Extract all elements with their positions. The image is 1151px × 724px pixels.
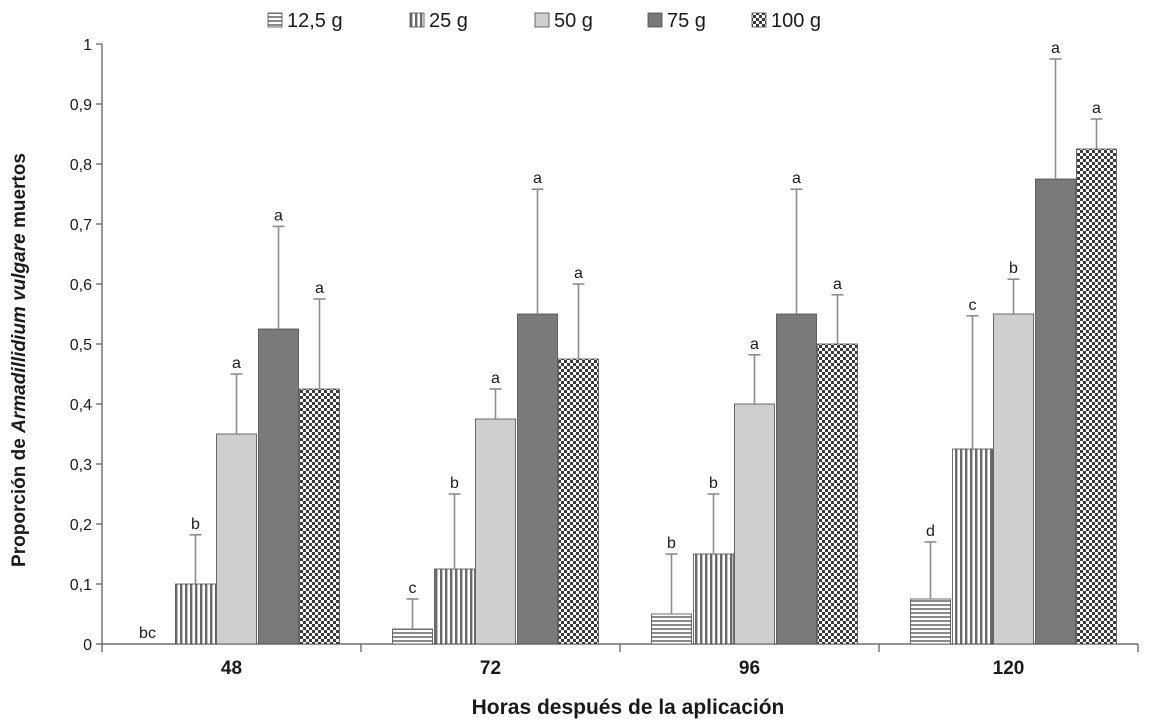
bars: bc b a a a c b a a a b b a a a d c b a a [139,40,1117,645]
bar [517,313,558,645]
bar [910,598,951,645]
y-tick-label: 0,9 [70,97,92,114]
bar [175,583,216,645]
bar [1035,178,1076,645]
y-tick-label: 0,2 [70,517,92,534]
bar [299,388,340,645]
y-tick-label: 0,7 [70,217,92,234]
bar [651,613,692,645]
bar [952,448,993,645]
y-axis-title-part: muertos [9,153,30,233]
legend: 12,5 g 25 g 50 g 75 g 100 g [267,10,821,32]
significance-letter: bc [139,625,156,642]
y-tick-label: 0,3 [70,457,92,474]
x-tick-label: 48 [221,658,242,679]
y-tick-label: 1 [83,37,92,54]
significance-letter: a [574,265,583,282]
legend-swatch [267,12,283,28]
bar [434,568,475,645]
y-axis: 0 0,1 0,2 0,3 0,4 0,5 0,6 0,7 0,8 0,9 1 [70,37,103,654]
y-tick-label: 0,8 [70,157,92,174]
significance-letter: b [709,475,718,492]
significance-letter: b [450,475,459,492]
significance-letter: a [792,170,801,187]
bar [776,313,817,645]
significance-letter: a [833,276,842,293]
y-tick-label: 0,4 [70,397,92,414]
significance-letter: c [969,297,977,314]
y-axis-title-part: Armadillidium vulgare [9,233,30,434]
legend-swatch [409,12,425,28]
legend-swatch [751,12,767,28]
legend-label: 100 g [771,10,821,32]
significance-letter: a [274,207,283,224]
y-tick-label: 0,1 [70,577,92,594]
bar [817,343,858,645]
y-tick-label: 0,6 [70,277,92,294]
significance-letter: a [315,280,324,297]
y-axis-title-part: Proporción de [9,433,30,567]
significance-letter: a [1092,100,1101,117]
legend-label: 12,5 g [287,10,343,32]
significance-letter: a [491,370,500,387]
significance-letter: a [1051,40,1060,57]
x-tick-label: 72 [480,658,501,679]
significance-letter: c [409,580,417,597]
bar [558,358,599,645]
bar [693,553,734,645]
y-tick-label: 0,5 [70,337,92,354]
bar [475,418,516,645]
significance-letter: a [750,336,759,353]
y-tick-label: 0 [83,637,92,654]
legend-label: 25 g [429,10,468,32]
x-axis: 48 72 96 120 [101,643,1139,679]
legend-swatch [647,12,663,28]
significance-letter: b [1009,260,1018,277]
significance-letter: a [533,170,542,187]
x-axis-title: Horas después de la aplicación [472,696,785,719]
legend-swatch [534,12,550,28]
bar [993,313,1034,645]
x-tick-label: 96 [739,658,760,679]
bar [734,403,775,645]
bar [392,628,433,645]
bar [258,328,299,645]
significance-letter: a [232,355,241,372]
bar [216,433,257,645]
y-axis-title: Proporción de Armadillidium vulgare muer… [9,153,30,567]
legend-label: 75 g [667,10,706,32]
significance-letter: b [667,535,676,552]
significance-letter: d [926,523,935,540]
bar [1076,148,1117,645]
significance-letter: b [191,516,200,533]
x-tick-label: 120 [993,658,1025,679]
legend-label: 50 g [554,10,593,32]
